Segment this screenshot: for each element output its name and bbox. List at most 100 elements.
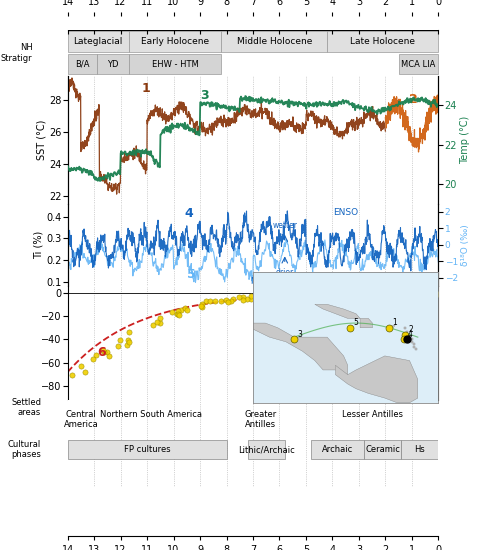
Point	[412, 288, 420, 297]
Point	[367, 289, 375, 298]
Point	[304, 288, 312, 296]
Point	[174, 306, 182, 315]
Text: MCA LIA: MCA LIA	[401, 59, 436, 69]
Point	[254, 290, 262, 299]
Point	[173, 310, 181, 318]
Point	[351, 290, 359, 299]
Point	[374, 289, 382, 298]
Point	[272, 290, 280, 299]
Bar	[97, 54, 129, 74]
Point	[356, 290, 364, 299]
Text: 5: 5	[187, 268, 195, 281]
Point	[326, 286, 334, 295]
Text: Lithic/Archaic: Lithic/Archaic	[238, 445, 295, 454]
Point	[124, 336, 132, 345]
Text: Late Holocene: Late Holocene	[350, 37, 415, 46]
Point	[261, 290, 269, 299]
Point	[198, 300, 206, 309]
Point	[400, 288, 408, 297]
Text: 6: 6	[97, 346, 105, 359]
Text: 2: 2	[409, 93, 418, 106]
Y-axis label: Temp (°C): Temp (°C)	[460, 116, 470, 164]
Point	[246, 295, 255, 304]
Text: drier: drier	[276, 267, 294, 277]
Point	[300, 286, 308, 295]
Text: YD: YD	[107, 59, 118, 69]
Bar	[129, 31, 221, 52]
Point	[431, 289, 439, 298]
Bar	[221, 31, 327, 52]
Point	[320, 292, 328, 300]
Text: 3: 3	[200, 89, 209, 102]
Point	[375, 284, 383, 293]
Point	[320, 290, 328, 299]
Point	[123, 341, 131, 350]
Point	[371, 288, 379, 296]
Point	[348, 288, 356, 296]
Point	[415, 290, 423, 299]
Point	[402, 290, 410, 299]
Bar	[327, 31, 438, 52]
Text: 2: 2	[409, 326, 413, 334]
Text: Archaic: Archaic	[322, 445, 353, 454]
Point	[300, 289, 308, 298]
Point	[292, 291, 300, 300]
Point	[100, 347, 108, 356]
Point	[295, 289, 303, 298]
Point	[300, 291, 308, 300]
Point	[319, 290, 327, 299]
Point	[415, 288, 423, 297]
Text: B/A: B/A	[75, 59, 90, 69]
Point	[202, 296, 210, 305]
Point	[325, 288, 333, 297]
Point	[314, 289, 322, 298]
Point	[228, 295, 236, 304]
Text: Middle Holocene: Middle Holocene	[236, 37, 312, 46]
Point	[224, 298, 232, 306]
Point	[360, 290, 368, 299]
Point	[234, 292, 242, 301]
Point	[380, 290, 388, 299]
Point	[239, 293, 247, 301]
Point	[390, 289, 398, 298]
Point	[382, 288, 390, 296]
Polygon shape	[335, 356, 418, 403]
Point	[243, 294, 251, 303]
Point	[381, 288, 389, 297]
Point	[331, 288, 339, 297]
Bar	[311, 439, 364, 459]
Point	[398, 290, 406, 299]
Point	[431, 290, 439, 299]
Point	[426, 287, 434, 295]
Point	[173, 310, 181, 318]
Point	[398, 286, 406, 295]
Point	[105, 351, 113, 360]
Point	[198, 302, 206, 311]
Point	[320, 287, 328, 296]
Polygon shape	[360, 318, 372, 328]
Point	[325, 290, 333, 299]
Point	[89, 355, 97, 364]
Point	[333, 286, 341, 295]
Y-axis label: SST (°C): SST (°C)	[36, 119, 46, 160]
Point	[288, 287, 296, 296]
Point	[339, 287, 347, 296]
Point	[316, 289, 324, 298]
Bar	[399, 54, 438, 74]
Text: Hs: Hs	[414, 445, 425, 454]
Point	[413, 290, 421, 299]
Point	[324, 291, 332, 300]
Point	[125, 328, 133, 337]
Point	[325, 288, 333, 296]
Text: 4: 4	[184, 207, 193, 219]
Point	[344, 288, 352, 297]
Text: wetter: wetter	[272, 221, 297, 230]
Point	[401, 288, 409, 297]
Bar	[68, 31, 129, 52]
Point	[365, 288, 373, 297]
Text: 4: 4	[407, 330, 412, 339]
Point	[394, 291, 402, 300]
Polygon shape	[315, 304, 360, 318]
Text: Ceramic: Ceramic	[365, 445, 400, 454]
Point	[349, 285, 357, 294]
